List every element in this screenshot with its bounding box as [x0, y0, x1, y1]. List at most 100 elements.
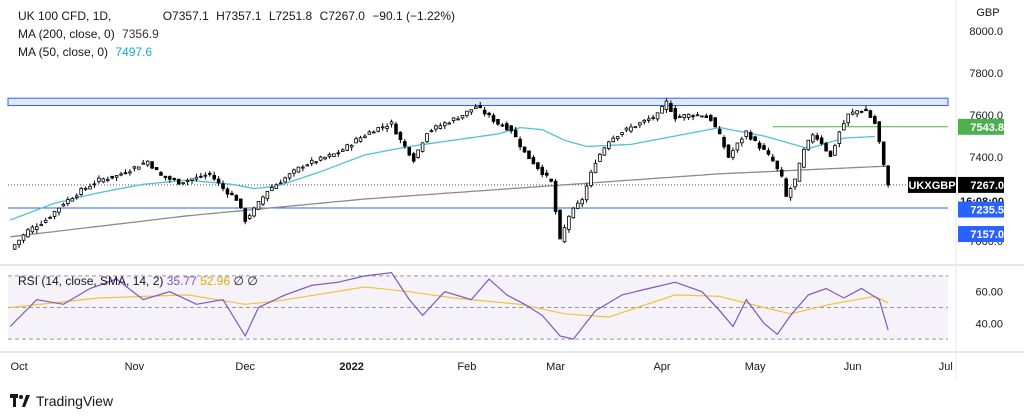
- candle-body[interactable]: [611, 137, 616, 143]
- candle-body[interactable]: [123, 172, 128, 175]
- candle-body[interactable]: [500, 124, 505, 127]
- candle-body[interactable]: [828, 150, 833, 157]
- candles-layer[interactable]: [12, 98, 890, 251]
- candle-body[interactable]: [403, 141, 407, 147]
- candle-body[interactable]: [584, 185, 589, 201]
- candle-body[interactable]: [114, 175, 119, 178]
- candle-body[interactable]: [567, 215, 571, 230]
- candle-body[interactable]: [132, 166, 137, 169]
- candle-body[interactable]: [740, 138, 744, 144]
- candle-body[interactable]: [128, 171, 132, 174]
- candle-body[interactable]: [491, 114, 496, 122]
- candle-body[interactable]: [261, 196, 265, 205]
- candle-body[interactable]: [30, 226, 35, 233]
- candle-body[interactable]: [456, 118, 460, 121]
- candle-body[interactable]: [478, 105, 482, 108]
- candle-body[interactable]: [722, 137, 726, 148]
- candle-body[interactable]: [438, 125, 443, 129]
- candle-body[interactable]: [318, 156, 323, 161]
- candle-body[interactable]: [633, 126, 638, 129]
- candle-body[interactable]: [735, 142, 740, 151]
- candle-body[interactable]: [553, 180, 558, 212]
- candle-body[interactable]: [358, 137, 363, 142]
- candle-body[interactable]: [859, 110, 864, 113]
- candle-body[interactable]: [270, 187, 274, 191]
- candle-body[interactable]: [487, 112, 491, 116]
- candle-body[interactable]: [673, 108, 678, 120]
- candle-body[interactable]: [753, 136, 757, 142]
- candle-body[interactable]: [709, 115, 713, 121]
- candle-body[interactable]: [119, 173, 123, 176]
- candle-body[interactable]: [580, 199, 584, 205]
- candle-body[interactable]: [168, 176, 172, 180]
- candle-body[interactable]: [842, 123, 846, 131]
- candle-body[interactable]: [686, 113, 691, 118]
- candle-body[interactable]: [771, 156, 775, 162]
- candle-body[interactable]: [110, 175, 114, 179]
- candle-body[interactable]: [43, 219, 48, 223]
- candle-body[interactable]: [788, 188, 793, 198]
- candle-body[interactable]: [354, 138, 358, 144]
- candle-body[interactable]: [558, 209, 562, 240]
- candle-body[interactable]: [274, 184, 279, 189]
- candle-body[interactable]: [372, 131, 376, 134]
- candle-body[interactable]: [332, 153, 336, 157]
- candle-body[interactable]: [593, 162, 598, 174]
- candle-body[interactable]: [469, 109, 474, 113]
- candle-body[interactable]: [234, 194, 239, 201]
- candle-body[interactable]: [194, 176, 199, 180]
- candle-body[interactable]: [176, 178, 181, 185]
- candle-body[interactable]: [345, 144, 349, 151]
- candle-body[interactable]: [731, 150, 735, 158]
- candle-body[interactable]: [806, 139, 811, 151]
- candle-body[interactable]: [301, 166, 305, 169]
- candle-body[interactable]: [744, 130, 749, 137]
- candle-body[interactable]: [540, 166, 545, 175]
- candle-body[interactable]: [522, 146, 527, 153]
- candle-body[interactable]: [855, 110, 859, 115]
- candle-body[interactable]: [434, 125, 438, 130]
- candle-body[interactable]: [141, 162, 146, 165]
- candle-body[interactable]: [367, 131, 372, 135]
- candle-body[interactable]: [92, 183, 97, 186]
- candle-body[interactable]: [296, 166, 301, 173]
- candle-body[interactable]: [824, 142, 828, 152]
- candle-body[interactable]: [802, 148, 806, 168]
- candle-body[interactable]: [677, 116, 682, 118]
- candle-body[interactable]: [163, 175, 168, 178]
- candle-body[interactable]: [837, 131, 842, 144]
- candle-body[interactable]: [278, 182, 283, 185]
- candle-body[interactable]: [314, 161, 318, 164]
- candle-body[interactable]: [420, 142, 425, 152]
- candle-body[interactable]: [88, 186, 92, 190]
- candle-body[interactable]: [336, 152, 341, 155]
- candle-body[interactable]: [518, 138, 522, 148]
- candle-body[interactable]: [407, 147, 412, 156]
- candle-body[interactable]: [137, 166, 141, 170]
- candle-body[interactable]: [513, 129, 518, 138]
- candle-body[interactable]: [283, 177, 287, 183]
- candle-body[interactable]: [695, 114, 700, 117]
- candle-body[interactable]: [691, 115, 695, 118]
- candle-body[interactable]: [748, 131, 753, 140]
- candle-body[interactable]: [17, 239, 21, 246]
- candle-body[interactable]: [181, 182, 185, 184]
- candle-body[interactable]: [562, 227, 567, 243]
- candle-body[interactable]: [101, 178, 106, 183]
- candle-body[interactable]: [292, 169, 296, 174]
- candle-body[interactable]: [784, 178, 788, 197]
- candle-body[interactable]: [615, 136, 620, 140]
- candle-body[interactable]: [389, 121, 394, 125]
- candle-body[interactable]: [642, 119, 647, 123]
- candle-body[interactable]: [385, 126, 389, 129]
- candle-body[interactable]: [12, 244, 17, 250]
- candle-body[interactable]: [230, 192, 234, 196]
- candle-body[interactable]: [660, 106, 664, 114]
- candle-body[interactable]: [638, 122, 642, 126]
- candle-body[interactable]: [323, 156, 327, 160]
- candle-body[interactable]: [74, 195, 79, 198]
- candle-body[interactable]: [549, 178, 553, 182]
- candle-body[interactable]: [309, 159, 314, 164]
- candle-body[interactable]: [35, 226, 39, 230]
